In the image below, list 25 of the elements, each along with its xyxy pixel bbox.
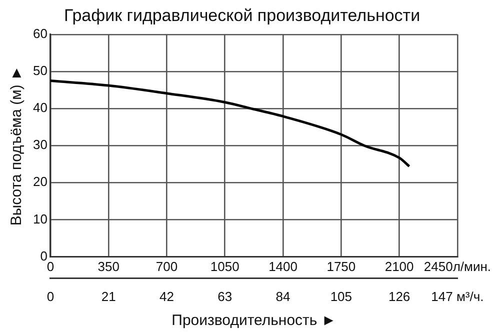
y-tick-label: 0 — [40, 248, 48, 264]
x2-tick-label: 84 — [276, 288, 290, 304]
y-tick-label: 40 — [32, 100, 48, 116]
x2-tick-label: 126 — [388, 288, 410, 304]
x-axis-title: Производительность ► — [172, 312, 336, 330]
x-tick-label: 700 — [156, 259, 178, 274]
y-tick-label: 60 — [32, 26, 48, 41]
line-series — [50, 79, 411, 168]
x2-tick-label: 21 — [101, 288, 116, 304]
x2-tick-label: 42 — [160, 288, 174, 304]
y-axis-title: Высота подъёма (м) ► — [8, 66, 26, 226]
x2-tick-label: 63 — [218, 288, 232, 304]
y-tick-label: 20 — [32, 174, 48, 190]
x-tick-label: 1750 — [326, 259, 356, 274]
x-tick-label: 350 — [98, 259, 120, 274]
x-tick-label: 1400 — [268, 259, 298, 274]
x-tick-label: 2450л/мин. — [424, 259, 491, 274]
y-tick-label: 10 — [32, 211, 48, 226]
x2-tick-label: 147 м³/ч. — [431, 288, 484, 304]
x-tick-label: 1050 — [210, 259, 240, 274]
y-tick-label: 50 — [32, 63, 48, 78]
chart-title: График гидравлической производительности — [64, 6, 420, 25]
x2-tick-label: 105 — [330, 288, 352, 304]
x-tick-label: 2100 — [384, 259, 414, 274]
y-tick-label: 30 — [32, 137, 48, 152]
